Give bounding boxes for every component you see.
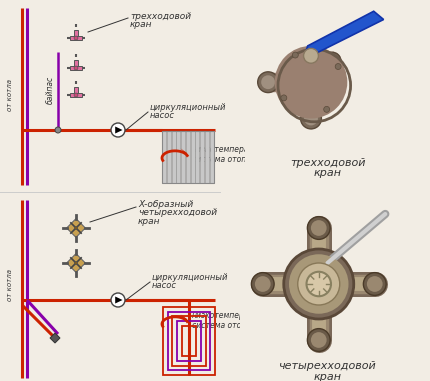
Circle shape — [111, 293, 125, 307]
Circle shape — [255, 276, 270, 292]
Bar — [172, 317, 206, 365]
Bar — [74, 30, 78, 36]
Polygon shape — [67, 254, 86, 272]
Polygon shape — [50, 333, 60, 343]
Bar — [162, 131, 214, 183]
Bar — [182, 326, 196, 356]
Polygon shape — [181, 314, 187, 322]
Bar — [74, 60, 78, 66]
Circle shape — [55, 127, 61, 133]
Circle shape — [304, 48, 319, 63]
Bar — [172, 131, 176, 183]
Circle shape — [74, 36, 78, 40]
Circle shape — [111, 123, 125, 137]
Bar — [186, 131, 190, 183]
Text: насос: насос — [150, 110, 175, 120]
Circle shape — [304, 112, 318, 125]
Text: от котла: от котла — [7, 269, 13, 301]
Circle shape — [74, 66, 78, 70]
Polygon shape — [115, 126, 123, 133]
Circle shape — [307, 272, 331, 296]
Text: низкотемпературная: низкотемпературная — [192, 312, 278, 320]
Text: система отопления: система отопления — [192, 320, 270, 330]
Circle shape — [324, 106, 330, 112]
Text: кран: кран — [138, 217, 160, 226]
Circle shape — [311, 332, 327, 348]
Bar — [167, 131, 171, 183]
Bar — [168, 312, 210, 370]
Circle shape — [323, 52, 341, 70]
Text: система отопления: система отопления — [192, 155, 270, 165]
Circle shape — [289, 254, 348, 314]
Circle shape — [275, 46, 347, 118]
Text: циркуляционный: циркуляционный — [152, 272, 228, 282]
Circle shape — [292, 52, 298, 58]
Text: кран: кран — [313, 371, 341, 381]
Text: от котла: от котла — [7, 79, 13, 111]
Bar — [205, 131, 209, 183]
Circle shape — [335, 64, 341, 69]
Bar — [70, 66, 82, 70]
Text: четырехходовой: четырехходовой — [279, 361, 376, 371]
Circle shape — [298, 263, 340, 305]
Circle shape — [281, 95, 287, 101]
Bar — [74, 87, 78, 93]
Text: байпас: байпас — [46, 76, 55, 104]
Text: кран: кран — [313, 168, 341, 178]
Circle shape — [74, 226, 78, 230]
Circle shape — [258, 72, 279, 93]
Bar — [181, 131, 185, 183]
Text: кран: кран — [130, 20, 153, 29]
Text: Х-образный: Х-образный — [138, 200, 193, 209]
Circle shape — [367, 276, 383, 292]
Circle shape — [252, 273, 274, 295]
Circle shape — [261, 75, 275, 89]
Circle shape — [311, 220, 327, 236]
Polygon shape — [181, 148, 187, 155]
Text: насос: насос — [152, 280, 177, 290]
Text: четырехходовой: четырехходовой — [138, 208, 217, 217]
Bar — [177, 321, 201, 361]
Circle shape — [307, 217, 330, 239]
Bar — [176, 131, 181, 183]
Bar — [162, 131, 166, 183]
Circle shape — [74, 261, 78, 265]
Bar — [200, 131, 204, 183]
Bar — [70, 36, 82, 40]
Circle shape — [74, 93, 78, 97]
Bar — [190, 131, 195, 183]
Text: циркуляционный: циркуляционный — [150, 102, 227, 112]
Bar — [163, 307, 215, 375]
Circle shape — [301, 108, 321, 129]
Polygon shape — [115, 296, 123, 304]
Bar — [195, 131, 200, 183]
Bar — [209, 131, 214, 183]
Circle shape — [307, 329, 330, 351]
Circle shape — [278, 49, 344, 115]
Circle shape — [283, 54, 339, 110]
Text: трехходовой: трехходовой — [290, 158, 365, 168]
Text: низкотемпературная: низкотемпературная — [192, 146, 278, 155]
Circle shape — [326, 55, 338, 67]
Text: трехходовой: трехходовой — [130, 12, 191, 21]
Polygon shape — [67, 219, 86, 237]
Polygon shape — [304, 11, 384, 62]
Bar — [70, 93, 82, 97]
Circle shape — [363, 273, 386, 295]
Circle shape — [284, 249, 354, 319]
